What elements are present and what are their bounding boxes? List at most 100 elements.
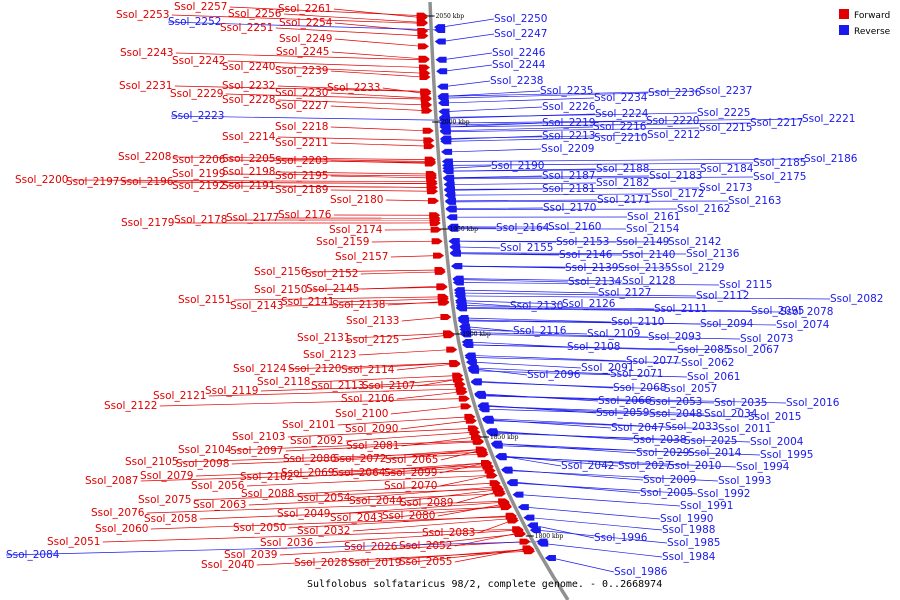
reverse-gene-label[interactable]: Ssol_2244 (492, 59, 546, 71)
reverse-gene-label[interactable]: Ssol_2190 (491, 160, 544, 172)
forward-gene-label[interactable]: Ssol_2196 (120, 176, 174, 188)
reverse-gene-label[interactable]: Ssol_2252 (168, 16, 221, 28)
reverse-gene-label[interactable]: Ssol_2170 (543, 202, 596, 214)
forward-gene-label[interactable]: Ssol_2060 (95, 523, 148, 535)
forward-gene-label[interactable]: Ssol_2054 (297, 492, 351, 504)
forward-gene-label[interactable]: Ssol_2203 (275, 155, 328, 167)
reverse-gene-label[interactable]: Ssol_2071 (610, 368, 663, 380)
reverse-gene-label[interactable]: Ssol_2111 (654, 303, 707, 315)
forward-gene-label[interactable]: Ssol_2198 (222, 166, 275, 178)
forward-gene-label[interactable]: Ssol_2087 (85, 475, 138, 487)
forward-gene-label[interactable]: Ssol_2079 (140, 470, 193, 482)
reverse-gene-label[interactable]: Ssol_2066 (598, 395, 652, 407)
forward-gene-label[interactable]: Ssol_2100 (335, 408, 388, 420)
reverse-gene-label[interactable]: Ssol_2110 (611, 316, 664, 328)
reverse-gene-label[interactable]: Ssol_2109 (587, 328, 640, 340)
forward-gene-label[interactable]: Ssol_2131 (297, 332, 350, 344)
reverse-gene-label[interactable]: Ssol_2084 (6, 549, 60, 561)
forward-gene-label[interactable]: Ssol_2125 (346, 334, 399, 346)
forward-gene-label[interactable]: Ssol_2211 (275, 137, 328, 149)
forward-gene-label[interactable]: Ssol_2072 (333, 453, 386, 465)
reverse-gene-label[interactable]: Ssol_2053 (649, 396, 702, 408)
reverse-gene-label[interactable]: Ssol_2042 (561, 460, 614, 472)
forward-gene-label[interactable]: Ssol_2189 (275, 184, 328, 196)
reverse-gene-label[interactable]: Ssol_2188 (596, 163, 649, 175)
forward-gene-label[interactable]: Ssol_2089 (400, 497, 453, 509)
forward-gene-label[interactable]: Ssol_2122 (104, 400, 157, 412)
reverse-gene-label[interactable]: Ssol_2126 (562, 298, 616, 310)
forward-gene-label[interactable]: Ssol_2065 (385, 454, 438, 466)
forward-gene-label[interactable]: Ssol_2228 (222, 94, 275, 106)
reverse-gene-label[interactable]: Ssol_2212 (647, 129, 700, 141)
forward-gene-label[interactable]: Ssol_2052 (399, 540, 452, 552)
reverse-gene-label[interactable]: Ssol_2082 (830, 293, 883, 305)
reverse-gene-label[interactable]: Ssol_2237 (699, 85, 752, 97)
reverse-gene-label[interactable]: Ssol_2225 (697, 107, 750, 119)
forward-gene-label[interactable]: Ssol_2028 (294, 557, 347, 569)
reverse-gene-label[interactable]: Ssol_2135 (618, 262, 671, 274)
forward-gene-label[interactable]: Ssol_2205 (222, 153, 275, 165)
forward-gene-label[interactable]: Ssol_2208 (118, 151, 171, 163)
reverse-gene-label[interactable]: Ssol_2074 (776, 319, 830, 331)
reverse-gene-label[interactable]: Ssol_1991 (680, 500, 733, 512)
reverse-gene-label[interactable]: Ssol_2035 (714, 397, 767, 409)
forward-gene-label[interactable]: Ssol_2231 (119, 80, 172, 92)
forward-gene-label[interactable]: Ssol_2069 (281, 467, 334, 479)
forward-gene-label[interactable]: Ssol_2051 (47, 536, 100, 548)
forward-gene-label[interactable]: Ssol_2159 (316, 236, 369, 248)
forward-gene-label[interactable]: Ssol_2179 (121, 217, 174, 229)
reverse-gene-label[interactable]: Ssol_2213 (542, 130, 595, 142)
reverse-gene-label[interactable]: Ssol_2011 (718, 423, 771, 435)
forward-gene-label[interactable]: Ssol_2197 (66, 176, 119, 188)
reverse-gene-label[interactable]: Ssol_2025 (684, 435, 737, 447)
reverse-gene-label[interactable]: Ssol_2161 (627, 211, 680, 223)
reverse-gene-label[interactable]: Ssol_2108 (567, 341, 620, 353)
forward-gene-label[interactable]: Ssol_2152 (305, 268, 358, 280)
reverse-gene-label[interactable]: Ssol_2034 (704, 408, 758, 420)
forward-gene-label[interactable]: Ssol_2191 (222, 180, 275, 192)
forward-gene-label[interactable]: Ssol_2199 (172, 168, 225, 180)
reverse-gene-label[interactable]: Ssol_2162 (677, 203, 730, 215)
forward-gene-label[interactable]: Ssol_2239 (275, 65, 328, 77)
forward-gene-label[interactable]: Ssol_2123 (303, 349, 356, 361)
forward-gene-label[interactable]: Ssol_2174 (329, 224, 383, 236)
forward-gene-label[interactable]: Ssol_2099 (384, 467, 437, 479)
forward-gene-label[interactable]: Ssol_2150 (254, 284, 307, 296)
reverse-gene-label[interactable]: Ssol_2146 (559, 249, 613, 261)
reverse-gene-label[interactable]: Ssol_2112 (696, 290, 749, 302)
reverse-gene-label[interactable]: Ssol_2210 (594, 132, 647, 144)
reverse-gene-label[interactable]: Ssol_2172 (651, 188, 704, 200)
reverse-gene-label[interactable]: Ssol_2005 (640, 487, 693, 499)
reverse-gene-label[interactable]: Ssol_2129 (671, 262, 724, 274)
reverse-gene-label[interactable]: Ssol_2185 (753, 157, 806, 169)
forward-gene-label[interactable]: Ssol_2218 (275, 121, 328, 133)
reverse-gene-label[interactable]: Ssol_2009 (643, 474, 696, 486)
forward-gene-label[interactable]: Ssol_2044 (349, 495, 403, 507)
forward-gene-label[interactable]: Ssol_2121 (153, 390, 206, 402)
forward-gene-label[interactable]: Ssol_2019 (348, 557, 401, 569)
forward-gene-label[interactable]: Ssol_2206 (172, 154, 226, 166)
forward-gene-label[interactable]: Ssol_2145 (306, 283, 359, 295)
reverse-gene-label[interactable]: Ssol_2175 (753, 171, 806, 183)
reverse-gene-label[interactable]: Ssol_2173 (699, 182, 752, 194)
forward-gene-label[interactable]: Ssol_2249 (279, 33, 332, 45)
forward-gene-label[interactable]: Ssol_2233 (327, 82, 380, 94)
reverse-gene-label[interactable]: Ssol_2094 (700, 318, 754, 330)
reverse-gene-label[interactable]: Ssol_2061 (687, 371, 740, 383)
forward-gene-label[interactable]: Ssol_2106 (341, 393, 395, 405)
forward-gene-label[interactable]: Ssol_2192 (172, 180, 225, 192)
reverse-gene-label[interactable]: Ssol_2077 (626, 355, 679, 367)
reverse-gene-label[interactable]: Ssol_2062 (681, 357, 734, 369)
reverse-gene-label[interactable]: Ssol_2235 (540, 85, 593, 97)
reverse-gene-label[interactable]: Ssol_2136 (686, 248, 740, 260)
reverse-gene-label[interactable]: Ssol_2142 (668, 236, 721, 248)
reverse-gene-label[interactable]: Ssol_2015 (748, 411, 801, 423)
forward-gene-label[interactable]: Ssol_2083 (422, 527, 475, 539)
reverse-gene-label[interactable]: Ssol_2186 (804, 153, 858, 165)
forward-gene-label[interactable]: Ssol_2075 (138, 494, 191, 506)
reverse-gene-label[interactable]: Ssol_2187 (542, 170, 595, 182)
reverse-gene-label[interactable]: Ssol_2093 (648, 331, 701, 343)
reverse-gene-label[interactable]: Ssol_2216 (593, 121, 647, 133)
forward-gene-label[interactable]: Ssol_2151 (178, 294, 231, 306)
reverse-gene-label[interactable]: Ssol_2139 (565, 262, 618, 274)
